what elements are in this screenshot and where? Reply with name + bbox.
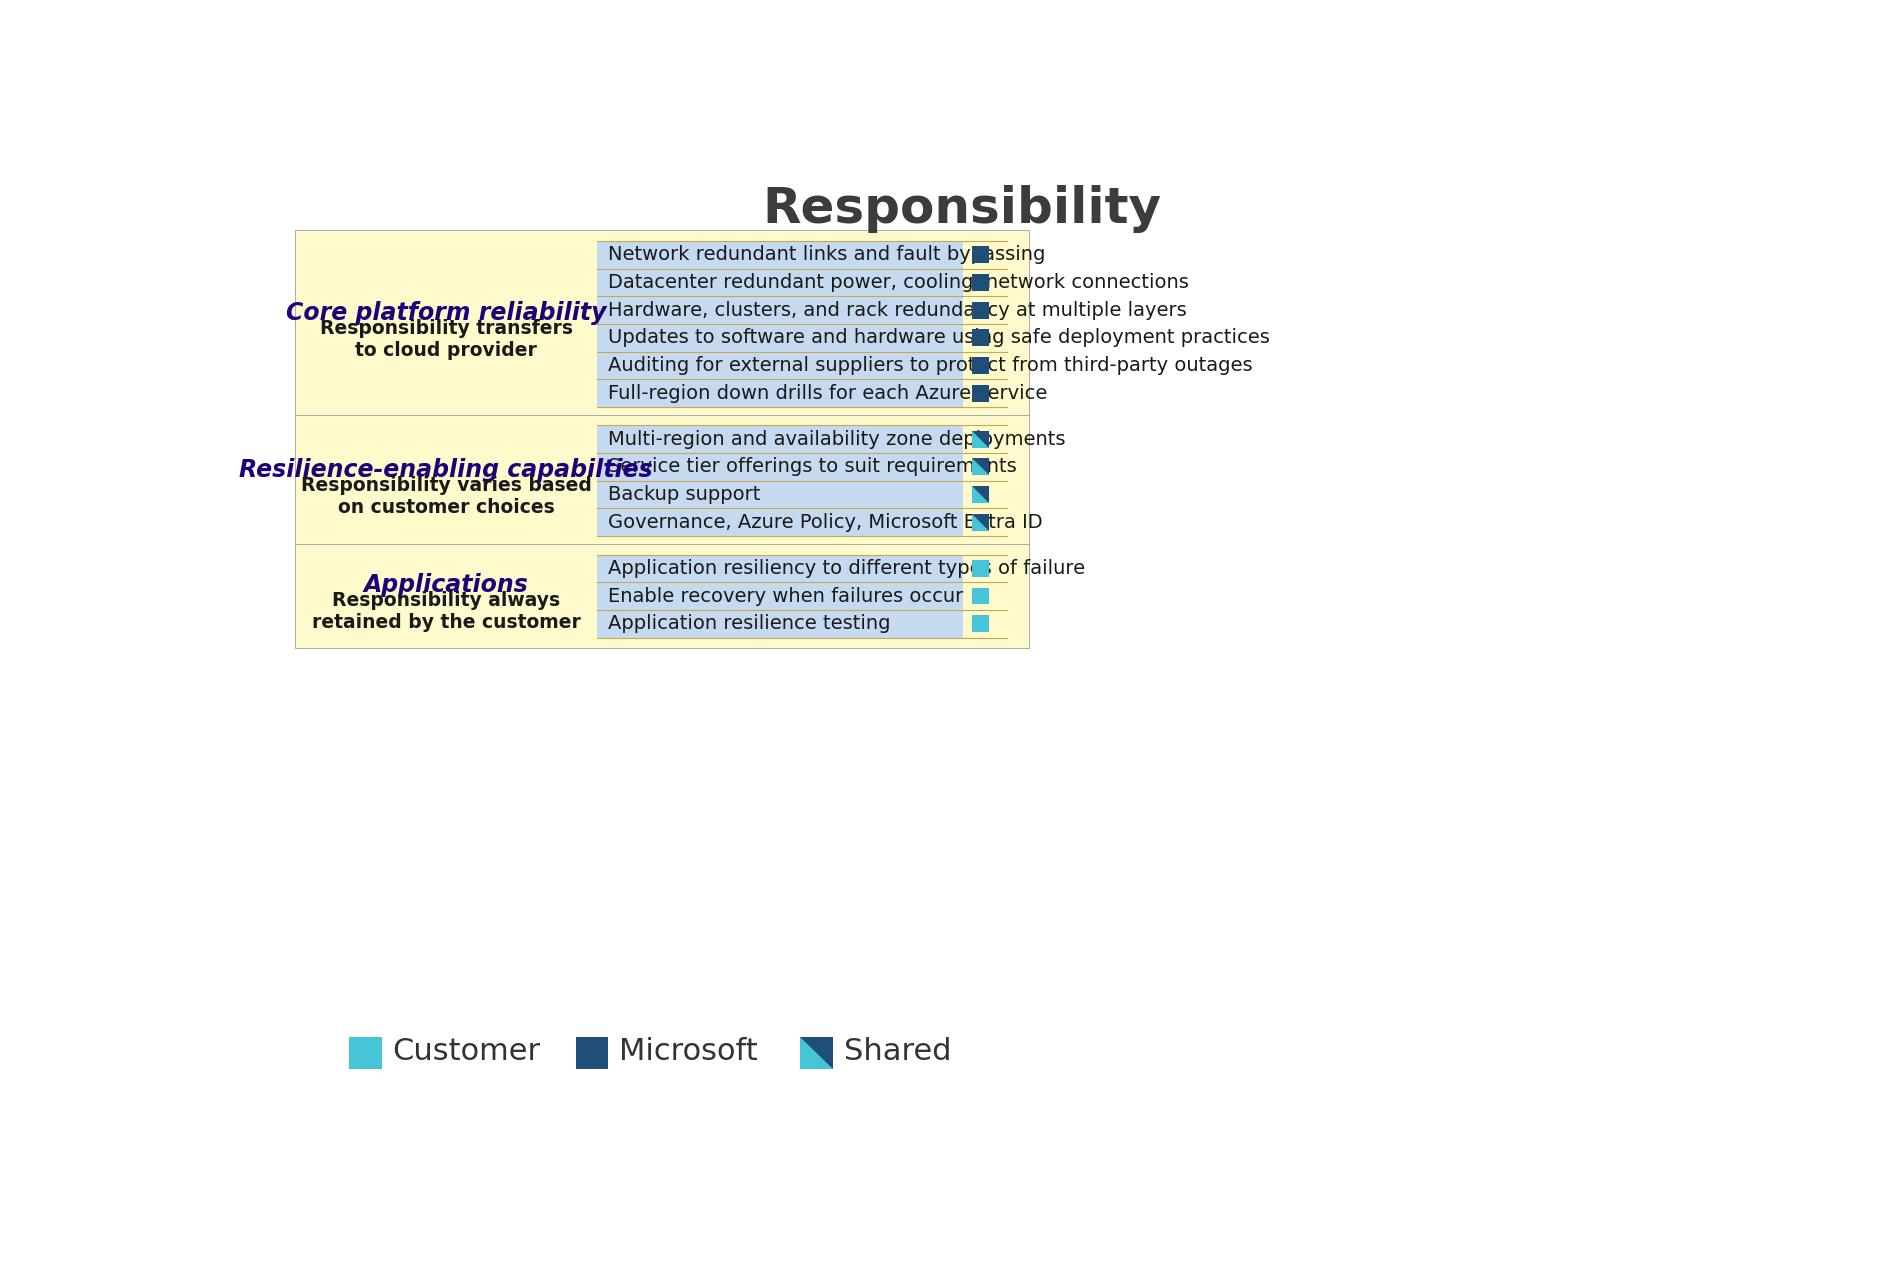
Text: Datacenter redundant power, cooling, network connections: Datacenter redundant power, cooling, net… [608, 273, 1188, 292]
Text: Application resiliency to different types of failure: Application resiliency to different type… [608, 559, 1085, 578]
Text: Responsibility varies based
on customer choices: Responsibility varies based on customer … [300, 476, 591, 517]
Text: Multi-region and availability zone deployments: Multi-region and availability zone deplo… [608, 429, 1066, 448]
Text: Auditing for external suppliers to protect from third-party outages: Auditing for external suppliers to prote… [608, 356, 1252, 375]
Text: Resilience-enabling capabilties: Resilience-enabling capabilties [240, 458, 653, 481]
FancyBboxPatch shape [972, 615, 989, 632]
FancyBboxPatch shape [972, 560, 989, 577]
Text: Hardware, clusters, and rack redundancy at multiple layers: Hardware, clusters, and rack redundancy … [608, 301, 1186, 320]
FancyBboxPatch shape [800, 1038, 833, 1069]
FancyBboxPatch shape [597, 582, 963, 610]
FancyBboxPatch shape [597, 324, 963, 352]
Text: Service tier offerings to suit requirements: Service tier offerings to suit requireme… [608, 457, 1017, 476]
FancyBboxPatch shape [972, 588, 989, 605]
FancyBboxPatch shape [597, 555, 963, 582]
FancyBboxPatch shape [597, 352, 963, 380]
FancyBboxPatch shape [597, 269, 963, 296]
FancyBboxPatch shape [295, 414, 1029, 547]
FancyBboxPatch shape [972, 431, 989, 447]
Text: Responsibility transfers
to cloud provider: Responsibility transfers to cloud provid… [319, 319, 572, 359]
FancyBboxPatch shape [972, 329, 989, 347]
FancyBboxPatch shape [972, 274, 989, 291]
FancyBboxPatch shape [972, 302, 989, 319]
FancyBboxPatch shape [295, 230, 1029, 418]
FancyBboxPatch shape [972, 514, 989, 531]
FancyBboxPatch shape [597, 380, 963, 406]
FancyBboxPatch shape [972, 357, 989, 373]
FancyBboxPatch shape [597, 508, 963, 536]
FancyBboxPatch shape [597, 296, 963, 324]
FancyBboxPatch shape [597, 425, 963, 453]
FancyBboxPatch shape [597, 481, 963, 508]
Text: Updates to software and hardware using safe deployment practices: Updates to software and hardware using s… [608, 328, 1271, 347]
FancyBboxPatch shape [972, 246, 989, 263]
FancyBboxPatch shape [597, 241, 963, 269]
FancyBboxPatch shape [972, 486, 989, 503]
Polygon shape [972, 458, 989, 475]
Text: Network redundant links and fault bypassing: Network redundant links and fault bypass… [608, 245, 1045, 264]
Text: Responsibility: Responsibility [762, 184, 1162, 232]
Polygon shape [800, 1038, 833, 1069]
FancyBboxPatch shape [576, 1038, 608, 1069]
Polygon shape [972, 514, 989, 531]
FancyBboxPatch shape [972, 385, 989, 401]
Text: Shared: Shared [845, 1038, 952, 1067]
Text: Enable recovery when failures occur: Enable recovery when failures occur [608, 587, 963, 606]
Polygon shape [972, 486, 989, 503]
Text: Customer: Customer [392, 1038, 541, 1067]
FancyBboxPatch shape [295, 544, 1029, 648]
FancyBboxPatch shape [349, 1038, 381, 1069]
Text: Applications: Applications [364, 573, 529, 597]
Text: Application resilience testing: Application resilience testing [608, 615, 892, 634]
Text: Responsibility always
retained by the customer: Responsibility always retained by the cu… [312, 591, 580, 632]
Text: Microsoft: Microsoft [619, 1038, 758, 1067]
FancyBboxPatch shape [972, 458, 989, 475]
FancyBboxPatch shape [597, 453, 963, 481]
Polygon shape [972, 431, 989, 447]
Text: Full-region down drills for each Azure service: Full-region down drills for each Azure s… [608, 384, 1047, 403]
FancyBboxPatch shape [597, 610, 963, 638]
Text: Governance, Azure Policy, Microsoft Entra ID: Governance, Azure Policy, Microsoft Entr… [608, 513, 1044, 532]
Text: Backup support: Backup support [608, 485, 760, 504]
Text: Core platform reliability: Core platform reliability [285, 301, 606, 325]
